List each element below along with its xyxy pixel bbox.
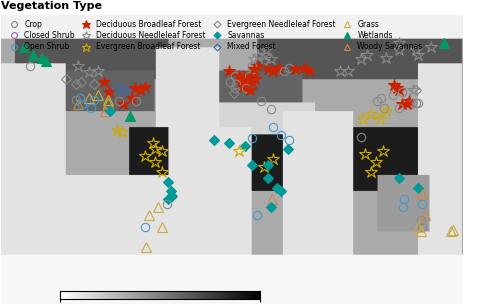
Legend: Crop, Closed Shrub, Open Shrub, Deciduous Broadleaf Forest, Deciduous Needleleaf: Crop, Closed Shrub, Open Shrub, Deciduou…	[5, 18, 424, 53]
Text: Vegetation Type: Vegetation Type	[2, 1, 102, 11]
